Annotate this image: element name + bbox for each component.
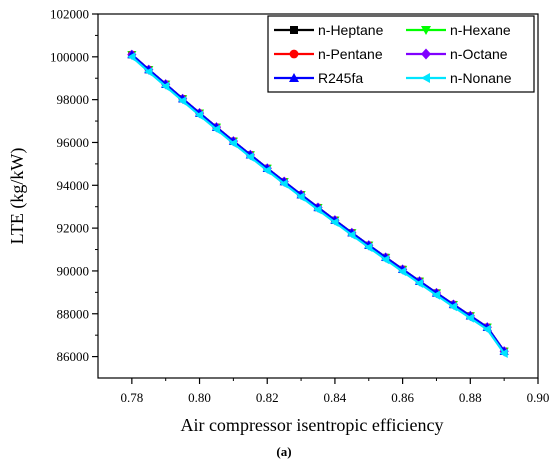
data-point <box>465 313 474 323</box>
series-n-nonane <box>127 52 508 358</box>
data-point <box>364 242 373 252</box>
legend-item: n-Nonane <box>406 70 512 86</box>
y-tick-label: 96000 <box>57 135 90 150</box>
data-point <box>347 230 356 240</box>
data-point <box>228 138 237 148</box>
y-tick-label: 88000 <box>57 306 90 321</box>
data-point <box>448 302 457 312</box>
data-point <box>178 96 187 106</box>
x-tick-label: 0.90 <box>527 390 550 405</box>
x-tick-label: 0.86 <box>391 390 414 405</box>
data-point <box>431 290 441 300</box>
legend-label: R245fa <box>318 70 363 86</box>
y-tick-label: 92000 <box>57 221 90 236</box>
data-point <box>313 205 322 215</box>
data-point <box>381 254 390 265</box>
data-point <box>245 152 254 162</box>
data-point <box>414 278 424 288</box>
legend-marker <box>421 73 430 83</box>
x-tick-label: 0.82 <box>256 390 279 405</box>
y-tick-label: 98000 <box>57 92 90 107</box>
legend-label: n-Nonane <box>450 70 512 86</box>
legend: n-Heptane n-Hexane n-Pentane n-Octane R245fa… <box>267 15 535 93</box>
data-point <box>296 192 305 202</box>
data-point <box>161 81 170 91</box>
data-point <box>279 179 288 189</box>
legend-item: R245fa <box>274 70 363 86</box>
legend-marker <box>290 26 298 34</box>
legend-label: n-Hexane <box>450 22 511 38</box>
series-layer <box>127 49 509 358</box>
data-point <box>482 324 491 334</box>
x-tick-label: 0.84 <box>324 390 347 405</box>
data-point <box>330 217 339 227</box>
y-tick-label: 100000 <box>50 49 89 64</box>
legend-marker <box>421 26 431 35</box>
x-tick-label: 0.78 <box>120 390 143 405</box>
data-point <box>499 348 508 358</box>
data-point <box>194 110 204 120</box>
y-axis: 86000 88000 90000 92000 94000 96000 98000 10000… <box>50 7 98 364</box>
y-tick-label: 94000 <box>57 178 90 193</box>
y-tick-label: 102000 <box>50 7 89 22</box>
legend-marker <box>421 48 431 60</box>
legend-label: n-Heptane <box>318 22 384 38</box>
legend-item: n-Octane <box>406 46 508 62</box>
data-point <box>398 266 407 277</box>
x-tick-label: 0.80 <box>188 390 211 405</box>
x-tick-label: 0.88 <box>459 390 482 405</box>
legend-label: n-Octane <box>450 46 508 62</box>
plot-area: 0.78 0.80 0.82 0.84 0.86 0.88 0.90 86000 88000 9… <box>50 7 549 406</box>
legend-item: n-Pentane <box>274 46 383 62</box>
data-point <box>144 67 153 77</box>
x-axis-title: Air compressor isentropic efficiency <box>180 415 443 435</box>
data-point <box>127 52 136 62</box>
legend-item: n-Hexane <box>406 22 511 38</box>
data-point <box>211 124 221 135</box>
legend-label: n-Pentane <box>318 46 383 62</box>
legend-marker <box>289 49 299 59</box>
y-axis-title: LTE (kg/kW) <box>7 148 28 245</box>
legend-marker <box>289 73 299 82</box>
legend-item: n-Heptane <box>274 22 384 38</box>
figure-caption: (a) <box>276 444 291 459</box>
data-point <box>262 165 271 176</box>
plot-frame <box>97 13 539 379</box>
y-tick-label: 90000 <box>57 263 90 278</box>
y-tick-label: 86000 <box>57 349 90 364</box>
x-axis: 0.78 0.80 0.82 0.84 0.86 0.88 0.90 <box>120 378 549 405</box>
